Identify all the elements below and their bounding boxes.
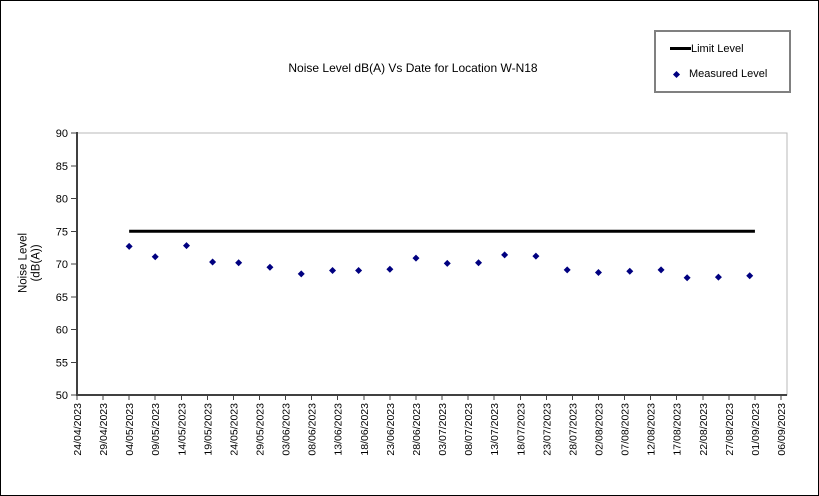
measured-point-diamond[interactable]	[683, 274, 691, 282]
measured-point-diamond[interactable]	[329, 267, 337, 275]
x-tick-label: 28/07/2023	[567, 403, 579, 456]
x-tick-label: 24/05/2023	[228, 403, 240, 456]
x-tick-label: 03/07/2023	[437, 403, 449, 456]
x-tick-label: 23/06/2023	[385, 403, 397, 456]
measured-point-diamond[interactable]	[501, 251, 509, 259]
x-tick-label: 23/07/2023	[541, 403, 553, 456]
legend-item-measured-level[interactable]: Measured Level	[670, 68, 789, 80]
x-tick-label: 01/09/2023	[750, 403, 762, 456]
y-tick-label: 65	[56, 292, 68, 304]
measured-point-diamond[interactable]	[297, 270, 305, 278]
measured-point-diamond[interactable]	[475, 259, 483, 267]
legend[interactable]: Limit Level Measured Level	[654, 30, 791, 93]
measured-point-diamond[interactable]	[209, 258, 217, 266]
limit-line-swatch-icon	[670, 47, 691, 51]
measured-point-diamond[interactable]	[443, 259, 451, 267]
x-tick-label: 14/05/2023	[176, 403, 188, 456]
x-tick-label: 03/06/2023	[281, 403, 293, 456]
x-tick-label: 06/09/2023	[776, 403, 788, 456]
x-tick-label: 12/08/2023	[646, 403, 658, 456]
x-tick-label: 18/06/2023	[359, 403, 371, 456]
measured-point-diamond[interactable]	[235, 259, 243, 267]
y-tick-label: 90	[56, 128, 68, 140]
measured-point-diamond[interactable]	[355, 267, 363, 275]
y-tick-label: 80	[56, 194, 68, 206]
y-tick-label: 85	[56, 161, 68, 173]
x-tick-label: 08/06/2023	[307, 403, 319, 456]
y-tick-label: 60	[56, 325, 68, 337]
x-tick-label: 04/05/2023	[124, 403, 136, 456]
measured-point-diamond[interactable]	[714, 273, 722, 281]
y-tick-label: 70	[56, 259, 68, 271]
plot-area	[76, 132, 788, 396]
measured-point-diamond[interactable]	[657, 266, 665, 274]
x-tick-label: 27/08/2023	[724, 403, 736, 456]
measured-point-diamond[interactable]	[151, 253, 159, 261]
x-tick-label: 08/07/2023	[463, 403, 475, 456]
measured-point-diamond[interactable]	[563, 266, 571, 274]
x-tick-label: 22/08/2023	[698, 403, 710, 456]
measured-point-diamond[interactable]	[532, 252, 540, 260]
y-tick-label: 50	[56, 390, 68, 402]
measured-point-diamond[interactable]	[386, 265, 394, 273]
x-tick-label: 13/07/2023	[489, 403, 501, 456]
legend-item-limit-level[interactable]: Limit Level	[670, 43, 789, 55]
measured-point-diamond[interactable]	[266, 263, 274, 271]
chart-title: Noise Level dB(A) Vs Date for Location W…	[288, 61, 538, 75]
x-tick-label: 29/04/2023	[98, 403, 110, 456]
measured-point-diamond[interactable]	[626, 267, 634, 275]
y-tick-label: 55	[56, 357, 68, 369]
x-tick-label: 28/06/2023	[411, 403, 423, 456]
measured-point-diamond[interactable]	[183, 242, 191, 250]
legend-label-measured-level: Measured Level	[689, 68, 768, 81]
measured-point-diamond[interactable]	[746, 272, 754, 280]
x-tick-label: 19/05/2023	[202, 403, 214, 456]
x-tick-label: 09/05/2023	[150, 403, 162, 456]
x-tick-label: 02/08/2023	[593, 403, 605, 456]
y-tick-label: 75	[56, 226, 68, 238]
x-tick-label: 24/04/2023	[72, 403, 84, 456]
x-tick-label: 13/06/2023	[333, 403, 345, 456]
x-tick-label: 07/08/2023	[620, 403, 632, 456]
x-tick-label: 18/07/2023	[515, 403, 527, 456]
measured-point-diamond[interactable]	[125, 242, 133, 250]
measured-point-diamond[interactable]	[594, 269, 602, 277]
x-tick-label: 17/08/2023	[672, 403, 684, 456]
x-tick-label: 29/05/2023	[255, 403, 267, 456]
measured-point-diamond[interactable]	[412, 254, 420, 262]
legend-label-limit-level: Limit Level	[691, 42, 744, 55]
